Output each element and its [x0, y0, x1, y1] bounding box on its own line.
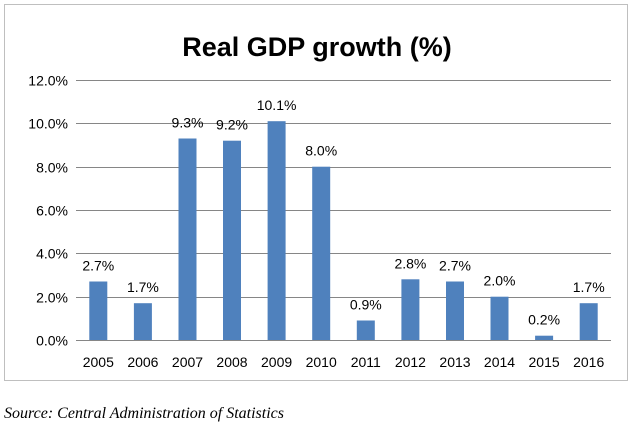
x-tick-label: 2006	[127, 354, 158, 370]
data-label: 9.3%	[172, 115, 204, 131]
x-tick-label: 2014	[484, 354, 515, 370]
y-tick-label: 2.0%	[36, 290, 68, 306]
bar-chart: Real GDP growth (%) 0.0% 2.0% 4.0% 6.0% 8.0%…	[28, 32, 611, 370]
y-axis-ticks: 0.0% 2.0% 4.0% 6.0% 8.0% 10.0% 12.0%	[28, 73, 68, 349]
data-label: 1.7%	[127, 279, 159, 295]
data-label: 0.9%	[350, 297, 382, 313]
y-tick-label: 10.0%	[28, 116, 68, 132]
data-label: 8.0%	[305, 143, 337, 159]
data-labels: 2.7% 1.7% 9.3% 9.2% 10.1% 8.0% 0.9% 2.8% 2.7% 2.0…	[82, 97, 604, 328]
x-tick-label: 2010	[306, 354, 337, 370]
x-axis-ticks: 2005 2006 2007 2008 2009 2010 2011 2012 2013 2014…	[83, 354, 605, 370]
bar	[267, 121, 286, 340]
bar	[401, 279, 420, 340]
data-label: 2.7%	[439, 258, 471, 274]
bar	[579, 303, 598, 340]
y-tick-label: 0.0%	[36, 333, 68, 349]
data-label: 2.0%	[484, 273, 516, 289]
y-tick-label: 6.0%	[36, 203, 68, 219]
x-tick-label: 2013	[439, 354, 470, 370]
bar	[446, 281, 464, 340]
data-label: 0.2%	[528, 312, 560, 328]
x-tick-label: 2012	[395, 354, 426, 370]
data-label: 10.1%	[257, 97, 297, 113]
y-tick-label: 12.0%	[28, 73, 68, 89]
bar	[490, 296, 509, 340]
bar	[356, 320, 375, 340]
x-tick-label: 2008	[216, 354, 247, 370]
bar	[312, 166, 331, 340]
data-label: 2.7%	[82, 258, 114, 274]
bar	[89, 281, 108, 340]
x-tick-label: 2007	[172, 354, 203, 370]
x-tick-label: 2011	[351, 354, 381, 370]
data-label: 9.2%	[216, 117, 248, 133]
chart-area: Real GDP growth (%) 0.0% 2.0% 4.0% 6.0% 8.0%…	[4, 4, 628, 381]
bar	[178, 138, 197, 340]
x-tick-label: 2005	[83, 354, 114, 370]
x-tick-label: 2009	[261, 354, 292, 370]
source-note: Source: Central Administration of Statis…	[4, 405, 284, 422]
bars	[89, 121, 598, 340]
bar	[535, 335, 554, 340]
gridlines	[76, 80, 611, 341]
x-tick-label: 2016	[573, 354, 604, 370]
y-tick-label: 4.0%	[36, 246, 68, 262]
data-label: 1.7%	[573, 279, 605, 295]
bar	[133, 303, 152, 340]
bar	[223, 140, 241, 340]
data-label: 2.8%	[394, 255, 426, 271]
chart-title: Real GDP growth (%)	[182, 32, 452, 62]
y-tick-label: 8.0%	[36, 160, 68, 176]
x-tick-label: 2015	[529, 354, 560, 370]
